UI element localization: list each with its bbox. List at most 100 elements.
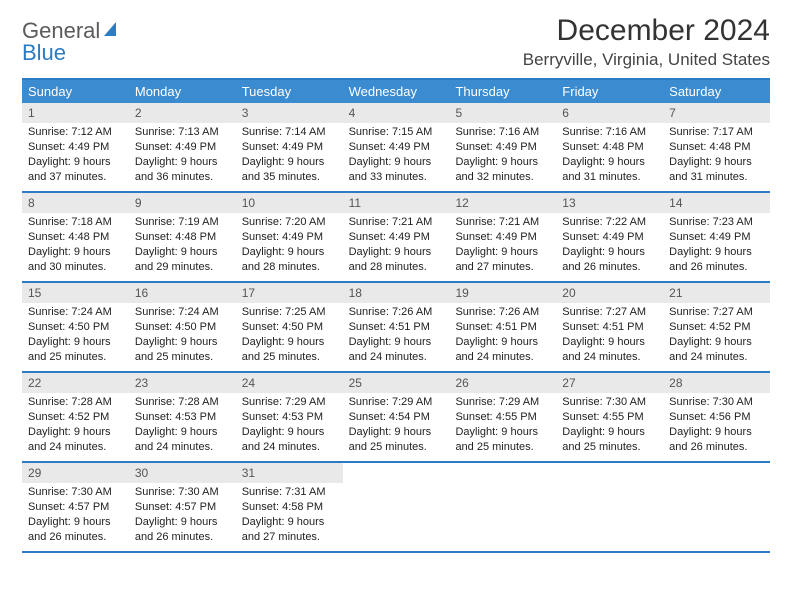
day-body: Sunrise: 7:16 AMSunset: 4:48 PMDaylight:… xyxy=(556,123,663,190)
sunrise-text: Sunrise: 7:16 AM xyxy=(455,125,550,140)
day-cell: 17Sunrise: 7:25 AMSunset: 4:50 PMDayligh… xyxy=(236,283,343,371)
day-number: 17 xyxy=(236,283,343,303)
day-body: Sunrise: 7:27 AMSunset: 4:51 PMDaylight:… xyxy=(556,303,663,370)
day-body: Sunrise: 7:14 AMSunset: 4:49 PMDaylight:… xyxy=(236,123,343,190)
sunrise-text: Sunrise: 7:18 AM xyxy=(28,215,123,230)
sunset-text: Sunset: 4:55 PM xyxy=(455,410,550,425)
logo-text-blue: Blue xyxy=(22,40,66,65)
day-cell: 22Sunrise: 7:28 AMSunset: 4:52 PMDayligh… xyxy=(22,373,129,461)
day-body: Sunrise: 7:21 AMSunset: 4:49 PMDaylight:… xyxy=(343,213,450,280)
day-cell: 25Sunrise: 7:29 AMSunset: 4:54 PMDayligh… xyxy=(343,373,450,461)
day-number: 18 xyxy=(343,283,450,303)
day-cell: 19Sunrise: 7:26 AMSunset: 4:51 PMDayligh… xyxy=(449,283,556,371)
daylight-text: and 25 minutes. xyxy=(455,440,550,455)
daylight-text: and 25 minutes. xyxy=(28,350,123,365)
day-cell: 29Sunrise: 7:30 AMSunset: 4:57 PMDayligh… xyxy=(22,463,129,551)
logo: General Blue xyxy=(22,20,122,65)
sunrise-text: Sunrise: 7:22 AM xyxy=(562,215,657,230)
daylight-text: and 32 minutes. xyxy=(455,170,550,185)
day-cell: 14Sunrise: 7:23 AMSunset: 4:49 PMDayligh… xyxy=(663,193,770,281)
sunset-text: Sunset: 4:49 PM xyxy=(242,140,337,155)
day-cell: 2Sunrise: 7:13 AMSunset: 4:49 PMDaylight… xyxy=(129,103,236,191)
sunset-text: Sunset: 4:52 PM xyxy=(28,410,123,425)
day-number: 2 xyxy=(129,103,236,123)
sunrise-text: Sunrise: 7:21 AM xyxy=(349,215,444,230)
sunset-text: Sunset: 4:55 PM xyxy=(562,410,657,425)
day-body: Sunrise: 7:19 AMSunset: 4:48 PMDaylight:… xyxy=(129,213,236,280)
day-cell: 1Sunrise: 7:12 AMSunset: 4:49 PMDaylight… xyxy=(22,103,129,191)
daylight-text: Daylight: 9 hours xyxy=(455,245,550,260)
day-cell: 27Sunrise: 7:30 AMSunset: 4:55 PMDayligh… xyxy=(556,373,663,461)
day-body: Sunrise: 7:29 AMSunset: 4:54 PMDaylight:… xyxy=(343,393,450,460)
daylight-text: Daylight: 9 hours xyxy=(669,155,764,170)
daylight-text: and 27 minutes. xyxy=(242,530,337,545)
day-number: 28 xyxy=(663,373,770,393)
sunset-text: Sunset: 4:48 PM xyxy=(135,230,230,245)
sunset-text: Sunset: 4:49 PM xyxy=(28,140,123,155)
sunrise-text: Sunrise: 7:27 AM xyxy=(669,305,764,320)
day-number: 5 xyxy=(449,103,556,123)
day-body: Sunrise: 7:30 AMSunset: 4:57 PMDaylight:… xyxy=(22,483,129,550)
day-cell: 20Sunrise: 7:27 AMSunset: 4:51 PMDayligh… xyxy=(556,283,663,371)
daylight-text: and 37 minutes. xyxy=(28,170,123,185)
week-row: 15Sunrise: 7:24 AMSunset: 4:50 PMDayligh… xyxy=(22,283,770,373)
day-cell: 15Sunrise: 7:24 AMSunset: 4:50 PMDayligh… xyxy=(22,283,129,371)
day-header-wednesday: Wednesday xyxy=(343,80,450,103)
day-number: 8 xyxy=(22,193,129,213)
sunset-text: Sunset: 4:54 PM xyxy=(349,410,444,425)
day-cell: 11Sunrise: 7:21 AMSunset: 4:49 PMDayligh… xyxy=(343,193,450,281)
day-cell: 8Sunrise: 7:18 AMSunset: 4:48 PMDaylight… xyxy=(22,193,129,281)
day-number: 24 xyxy=(236,373,343,393)
day-body: Sunrise: 7:15 AMSunset: 4:49 PMDaylight:… xyxy=(343,123,450,190)
day-number: 1 xyxy=(22,103,129,123)
day-number: 23 xyxy=(129,373,236,393)
sunset-text: Sunset: 4:53 PM xyxy=(135,410,230,425)
day-body: Sunrise: 7:24 AMSunset: 4:50 PMDaylight:… xyxy=(129,303,236,370)
location-text: Berryville, Virginia, United States xyxy=(523,50,770,70)
daylight-text: and 28 minutes. xyxy=(242,260,337,275)
day-number: 13 xyxy=(556,193,663,213)
daylight-text: and 25 minutes. xyxy=(349,440,444,455)
day-cell xyxy=(449,463,556,551)
sunrise-text: Sunrise: 7:25 AM xyxy=(242,305,337,320)
day-header-thursday: Thursday xyxy=(449,80,556,103)
daylight-text: and 26 minutes. xyxy=(562,260,657,275)
daylight-text: Daylight: 9 hours xyxy=(242,155,337,170)
logo-text-block: General Blue xyxy=(22,20,122,65)
day-body: Sunrise: 7:31 AMSunset: 4:58 PMDaylight:… xyxy=(236,483,343,550)
daylight-text: Daylight: 9 hours xyxy=(562,155,657,170)
day-number: 21 xyxy=(663,283,770,303)
sunset-text: Sunset: 4:50 PM xyxy=(242,320,337,335)
day-number: 27 xyxy=(556,373,663,393)
week-row: 22Sunrise: 7:28 AMSunset: 4:52 PMDayligh… xyxy=(22,373,770,463)
sunrise-text: Sunrise: 7:31 AM xyxy=(242,485,337,500)
daylight-text: and 24 minutes. xyxy=(242,440,337,455)
daylight-text: Daylight: 9 hours xyxy=(455,155,550,170)
day-body: Sunrise: 7:30 AMSunset: 4:57 PMDaylight:… xyxy=(129,483,236,550)
day-body: Sunrise: 7:27 AMSunset: 4:52 PMDaylight:… xyxy=(663,303,770,370)
day-cell: 31Sunrise: 7:31 AMSunset: 4:58 PMDayligh… xyxy=(236,463,343,551)
sunset-text: Sunset: 4:48 PM xyxy=(669,140,764,155)
daylight-text: Daylight: 9 hours xyxy=(349,245,444,260)
daylight-text: Daylight: 9 hours xyxy=(135,425,230,440)
daylight-text: Daylight: 9 hours xyxy=(28,515,123,530)
daylight-text: Daylight: 9 hours xyxy=(669,245,764,260)
daylight-text: and 24 minutes. xyxy=(135,440,230,455)
day-cell: 21Sunrise: 7:27 AMSunset: 4:52 PMDayligh… xyxy=(663,283,770,371)
day-number: 10 xyxy=(236,193,343,213)
sunrise-text: Sunrise: 7:14 AM xyxy=(242,125,337,140)
daylight-text: and 36 minutes. xyxy=(135,170,230,185)
sunset-text: Sunset: 4:57 PM xyxy=(135,500,230,515)
daylight-text: and 24 minutes. xyxy=(349,350,444,365)
sunrise-text: Sunrise: 7:30 AM xyxy=(135,485,230,500)
daylight-text: and 31 minutes. xyxy=(562,170,657,185)
daylight-text: Daylight: 9 hours xyxy=(135,515,230,530)
day-number: 19 xyxy=(449,283,556,303)
day-cell: 28Sunrise: 7:30 AMSunset: 4:56 PMDayligh… xyxy=(663,373,770,461)
sunset-text: Sunset: 4:49 PM xyxy=(562,230,657,245)
sunrise-text: Sunrise: 7:12 AM xyxy=(28,125,123,140)
daylight-text: and 33 minutes. xyxy=(349,170,444,185)
day-header-monday: Monday xyxy=(129,80,236,103)
daylight-text: Daylight: 9 hours xyxy=(455,335,550,350)
day-number: 15 xyxy=(22,283,129,303)
